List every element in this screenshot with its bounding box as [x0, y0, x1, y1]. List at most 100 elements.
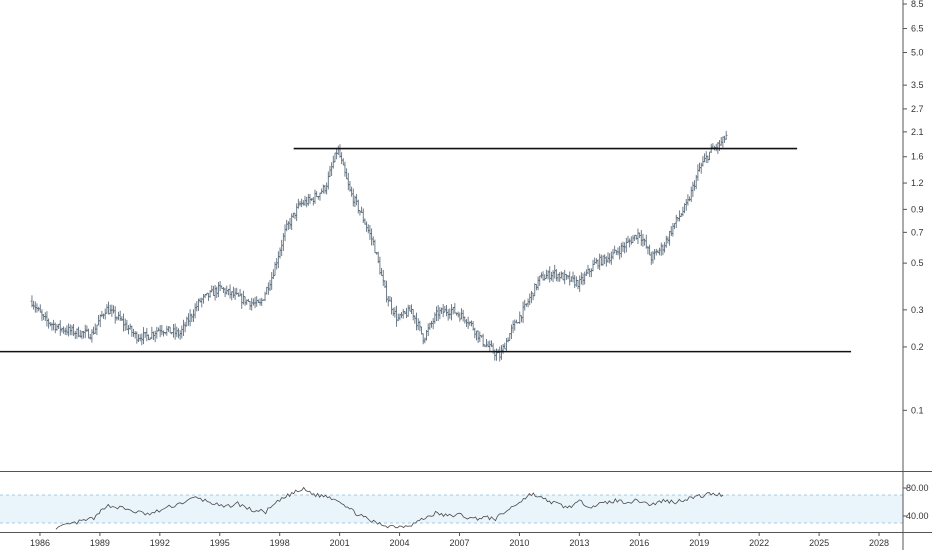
price-bar: [674, 214, 678, 228]
price-bar: [495, 348, 498, 361]
price-bar: [575, 276, 578, 287]
price-bar: [115, 316, 119, 321]
price-bar: [272, 269, 275, 280]
price-bar: [451, 307, 455, 315]
price-bar: [558, 272, 562, 282]
time-tick-label: 2022: [749, 538, 769, 548]
price-bar: [371, 236, 375, 246]
price-bar: [406, 304, 410, 317]
price-bar: [416, 318, 420, 331]
price-bar: [215, 286, 219, 298]
price-bar: [418, 320, 422, 332]
price-bar: [228, 284, 232, 299]
price-bar: [431, 318, 435, 330]
price-bar: [67, 323, 70, 337]
price-bar: [83, 324, 87, 339]
price-bar: [601, 255, 605, 266]
price-bar: [65, 325, 69, 336]
price-bar: [233, 288, 237, 300]
price-bar: [381, 269, 385, 286]
time-tick-label: 2010: [509, 538, 529, 548]
price-bar: [333, 152, 337, 163]
price-bar: [628, 238, 631, 248]
price-bar: [227, 288, 230, 296]
price-bar: [365, 221, 368, 232]
price-bar: [182, 319, 185, 337]
price-bar: [356, 199, 360, 214]
price-bar: [408, 304, 412, 312]
price-bar: [676, 217, 680, 222]
price-bar: [596, 259, 600, 269]
price-bar: [355, 194, 358, 206]
price-bar: [168, 326, 172, 334]
price-bar: [543, 274, 547, 281]
price-bar: [445, 305, 448, 317]
price-bar: [95, 324, 99, 336]
price-bar: [192, 309, 195, 323]
price-bar: [616, 247, 620, 256]
price-bar: [633, 234, 636, 241]
price-bar: [108, 304, 112, 315]
price-bar: [366, 224, 370, 234]
price-bar: [576, 279, 580, 290]
price-bar: [506, 337, 510, 343]
price-bar: [593, 257, 596, 265]
price-bar: [430, 320, 433, 328]
price-tick-label: 2.7: [911, 104, 924, 114]
time-tick-label: 1998: [270, 538, 290, 548]
price-bar: [518, 311, 522, 324]
price-bar: [413, 315, 417, 324]
price-bar: [222, 287, 225, 293]
price-bar: [102, 313, 105, 319]
price-bar: [396, 313, 400, 322]
price-bar: [553, 264, 557, 279]
price-bar: [423, 337, 427, 344]
price-bar: [285, 219, 288, 232]
time-tick-label: 2025: [809, 538, 829, 548]
price-bar: [463, 316, 467, 324]
price-bar: [679, 213, 683, 218]
price-bar: [528, 293, 532, 306]
time-axis-ticks: 1986 1989 1992 1995 1998 2001 2004 2007 2010 2013…: [30, 532, 889, 548]
price-bar: [277, 251, 280, 269]
price-bar: [511, 320, 515, 333]
time-tick-label: 2007: [449, 538, 469, 548]
time-tick-label: 2001: [330, 538, 350, 548]
price-bar: [290, 213, 293, 230]
price-bar: [328, 165, 332, 178]
price-tick-label: 1.2: [911, 178, 924, 188]
price-bar: [659, 242, 663, 256]
price-bar: [193, 303, 197, 319]
price-bar: [153, 330, 157, 343]
price-bar: [107, 301, 110, 315]
price-bar: [273, 261, 277, 276]
price-bar: [98, 314, 102, 328]
price-bar: [476, 330, 480, 344]
price-bar: [571, 271, 575, 283]
price-tick-label: 5.0: [911, 48, 924, 58]
price-bar: [631, 235, 635, 244]
price-bar: [70, 325, 74, 336]
price-bar: [105, 304, 109, 314]
price-bar: [390, 297, 393, 315]
price-bar: [678, 210, 681, 222]
price-bar: [448, 308, 452, 319]
price-bar: [689, 186, 693, 203]
price-bar: [566, 275, 570, 280]
price-bar: [175, 326, 179, 338]
price-bar: [649, 251, 653, 265]
price-bar: [668, 231, 671, 246]
price-bar: [671, 222, 675, 237]
price-bar: [436, 304, 440, 322]
price-bar: [380, 267, 383, 277]
time-tick-label: 1992: [150, 538, 170, 548]
price-bar: [343, 161, 347, 177]
price-bar: [598, 253, 601, 271]
price-bar: [307, 193, 310, 206]
price-tick-label: 1.6: [911, 152, 924, 162]
price-bar: [292, 212, 295, 218]
price-bar: [625, 237, 628, 253]
price-bar: [370, 228, 373, 246]
rsi-series: [55, 486, 724, 530]
price-bar: [340, 152, 343, 164]
